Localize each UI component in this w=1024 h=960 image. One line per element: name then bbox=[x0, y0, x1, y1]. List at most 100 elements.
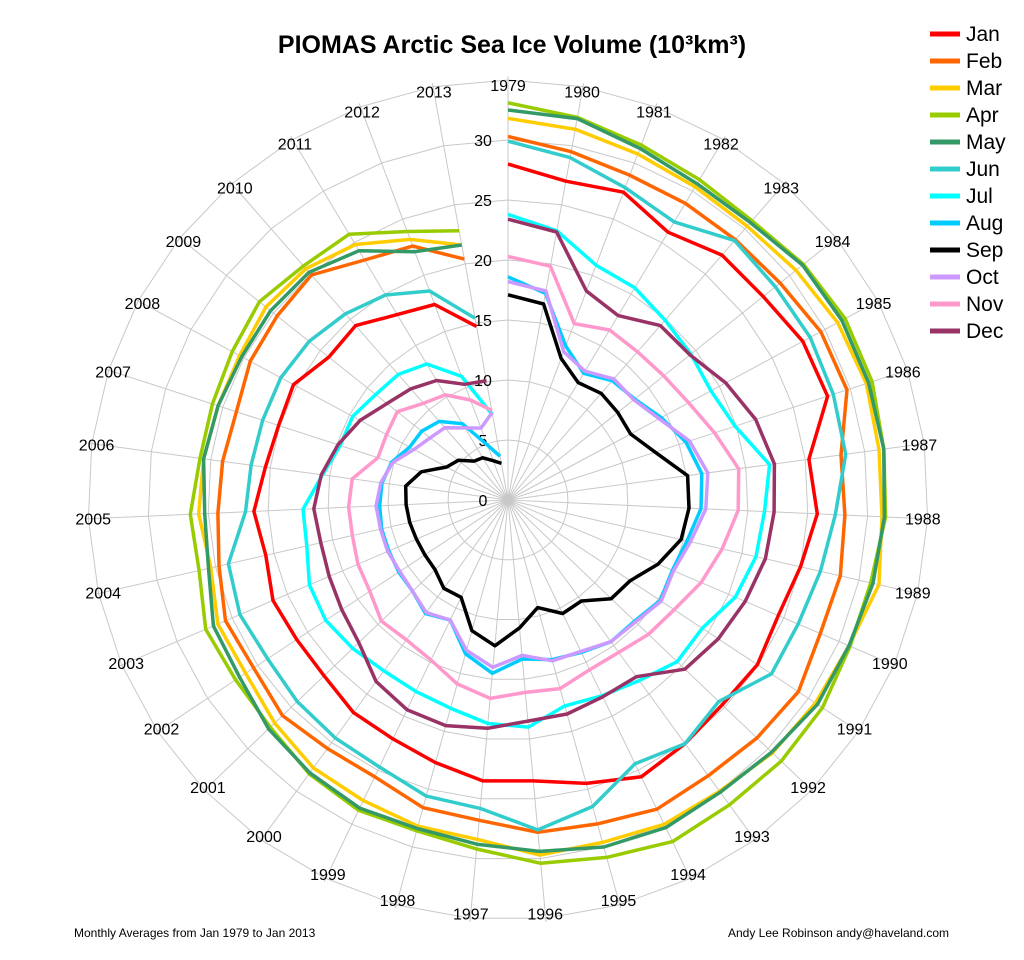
year-label: 2007 bbox=[95, 365, 131, 382]
year-label: 2002 bbox=[144, 722, 180, 739]
grid-spoke bbox=[290, 136, 509, 501]
footer-credit: Andy Lee Robinson andy@haveland.com bbox=[728, 926, 949, 940]
legend-label: May bbox=[966, 131, 1006, 154]
year-label: 1997 bbox=[453, 907, 489, 924]
year-label: 1985 bbox=[856, 296, 892, 313]
year-label: 2005 bbox=[75, 512, 111, 529]
series-line-jan bbox=[252, 162, 830, 786]
legend-label: Jan bbox=[966, 23, 1000, 46]
legend-label: Jun bbox=[966, 158, 1000, 181]
grid-spoke bbox=[507, 499, 862, 734]
grid-spoke bbox=[507, 368, 912, 501]
grid-spoke bbox=[118, 499, 509, 667]
year-label: 1990 bbox=[872, 656, 908, 673]
legend-label: Aug bbox=[966, 212, 1003, 235]
polar-grid bbox=[84, 76, 932, 922]
year-label: 1994 bbox=[670, 867, 706, 884]
year-label: 2003 bbox=[108, 656, 144, 673]
grid-spoke bbox=[507, 499, 922, 595]
series-lines bbox=[188, 101, 888, 866]
year-label: 2013 bbox=[416, 85, 452, 102]
year-label: 2008 bbox=[125, 296, 161, 313]
year-label: 1979 bbox=[490, 78, 526, 95]
grid-spoke bbox=[176, 235, 509, 501]
year-label: 1982 bbox=[703, 137, 739, 154]
grid-spoke bbox=[84, 499, 509, 520]
grid-ring bbox=[207, 199, 809, 800]
year-label: 1993 bbox=[734, 829, 770, 846]
grid-ring bbox=[447, 439, 569, 561]
legend-label: Apr bbox=[966, 104, 999, 127]
year-labels: 1979 1980 1981 1982 1983 1984 1985 1986 1987 1988… bbox=[75, 78, 940, 924]
year-label: 1998 bbox=[380, 893, 416, 910]
legend-label: Sep bbox=[966, 239, 1003, 262]
year-label: 2010 bbox=[217, 180, 253, 197]
grid-ring bbox=[387, 379, 629, 620]
grid-spoke bbox=[154, 499, 509, 734]
year-label: 1989 bbox=[895, 585, 931, 602]
grid-spoke bbox=[104, 368, 509, 501]
series-line-jun bbox=[226, 139, 848, 832]
grid-spoke bbox=[507, 499, 932, 520]
grid-spoke bbox=[94, 499, 509, 595]
year-label: 2009 bbox=[166, 234, 202, 251]
year-label: 2001 bbox=[190, 780, 226, 797]
grid-spoke bbox=[228, 180, 509, 501]
year-label: 2011 bbox=[278, 137, 313, 154]
radial-tick-label: 0 bbox=[479, 493, 488, 510]
grid-ring bbox=[147, 139, 869, 860]
grid-spoke bbox=[88, 442, 509, 501]
year-label: 1986 bbox=[885, 365, 921, 382]
year-label: 2004 bbox=[85, 585, 121, 602]
grid-spoke bbox=[507, 180, 788, 501]
legend-label: Oct bbox=[966, 266, 999, 289]
grid-spoke bbox=[507, 499, 693, 882]
series-line-feb bbox=[216, 134, 849, 835]
grid-spoke bbox=[507, 499, 898, 667]
year-label: 1980 bbox=[564, 85, 600, 102]
footer-note: Monthly Averages from Jan 1979 to Jan 20… bbox=[74, 926, 316, 940]
radial-tick-label: 20 bbox=[474, 253, 492, 270]
grid-spoke bbox=[507, 298, 882, 501]
grid-ring bbox=[87, 79, 929, 919]
year-label: 1987 bbox=[902, 437, 938, 454]
year-label: 2012 bbox=[344, 104, 380, 121]
grid-spoke bbox=[507, 136, 726, 501]
grid-ring bbox=[327, 319, 689, 680]
legend-label: Jul bbox=[966, 185, 993, 208]
series-line-sep bbox=[403, 293, 691, 648]
series-line-nov bbox=[346, 254, 741, 701]
year-label: 2006 bbox=[79, 437, 115, 454]
series-line-aug bbox=[377, 275, 704, 676]
grid-spoke bbox=[431, 83, 509, 501]
year-label: 1984 bbox=[815, 234, 851, 251]
radial-tick-label: 15 bbox=[474, 313, 492, 330]
series-line-oct bbox=[374, 279, 710, 670]
grid-spoke bbox=[507, 442, 928, 501]
grid-spoke bbox=[358, 103, 509, 501]
legend-label: Nov bbox=[966, 293, 1004, 316]
series-line-may bbox=[201, 108, 887, 854]
year-label: 1991 bbox=[837, 722, 873, 739]
grid-spoke bbox=[469, 499, 509, 922]
year-label: 1988 bbox=[905, 512, 941, 529]
grid-spoke bbox=[507, 499, 622, 909]
grid-spoke bbox=[394, 499, 509, 909]
year-label: 1995 bbox=[601, 893, 637, 910]
grid-spoke bbox=[507, 235, 840, 501]
chart-title: PIOMAS Arctic Sea Ice Volume (10³km³) bbox=[278, 31, 746, 59]
series-line-dec bbox=[312, 217, 777, 731]
grid-spoke bbox=[201, 499, 509, 794]
grid-spoke bbox=[507, 103, 658, 501]
year-label: 1983 bbox=[763, 180, 799, 197]
radial-tick-label: 30 bbox=[474, 133, 492, 150]
year-label: 1996 bbox=[527, 907, 563, 924]
series-line-apr bbox=[188, 101, 888, 866]
grid-spoke bbox=[507, 499, 758, 843]
legend: Jan Feb Mar Apr May Jun Jul Aug Sep Oct Nov Dec bbox=[930, 23, 1006, 343]
legend-label: Dec bbox=[966, 320, 1003, 343]
year-label: 1981 bbox=[636, 104, 672, 121]
year-label: 1992 bbox=[790, 780, 826, 797]
